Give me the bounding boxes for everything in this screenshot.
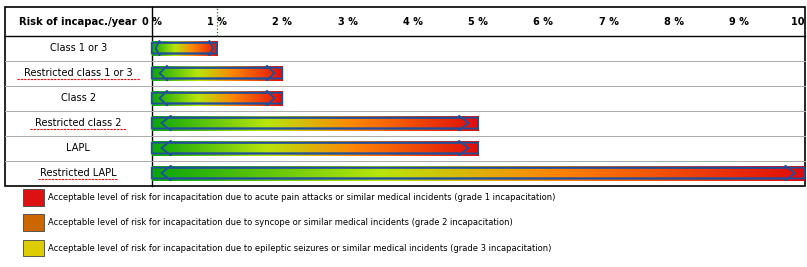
Text: 10 %: 10 %: [792, 17, 807, 26]
Text: 4 %: 4 %: [403, 17, 423, 26]
Bar: [23, 189, 44, 206]
Text: Restricted LAPL: Restricted LAPL: [40, 168, 116, 178]
Text: LAPL: LAPL: [66, 143, 90, 153]
Text: 6 %: 6 %: [533, 17, 554, 26]
Text: Acceptable level of risk for incapacitation due to acute pain attacks or similar: Acceptable level of risk for incapacitat…: [48, 193, 556, 202]
Text: 1 %: 1 %: [207, 17, 227, 26]
Bar: [23, 240, 44, 256]
Text: Risk of incapac./year: Risk of incapac./year: [19, 17, 137, 26]
Text: 5 %: 5 %: [468, 17, 488, 26]
Text: 8 %: 8 %: [664, 17, 684, 26]
Bar: [5, 7, 805, 186]
Text: Acceptable level of risk for incapacitation due to syncope or similar medical in: Acceptable level of risk for incapacitat…: [48, 218, 513, 227]
Bar: [23, 214, 44, 231]
Text: 3 %: 3 %: [337, 17, 358, 26]
Text: Restricted class 1 or 3: Restricted class 1 or 3: [24, 68, 132, 78]
Text: 0 %: 0 %: [142, 17, 161, 26]
Text: Restricted class 2: Restricted class 2: [35, 118, 122, 128]
Text: 2 %: 2 %: [272, 17, 292, 26]
Text: Class 1 or 3: Class 1 or 3: [50, 43, 107, 53]
Text: 7 %: 7 %: [599, 17, 619, 26]
Text: 9 %: 9 %: [730, 17, 749, 26]
Text: Class 2: Class 2: [61, 93, 96, 103]
Text: Acceptable level of risk for incapacitation due to epileptic seizures or similar: Acceptable level of risk for incapacitat…: [48, 244, 552, 253]
